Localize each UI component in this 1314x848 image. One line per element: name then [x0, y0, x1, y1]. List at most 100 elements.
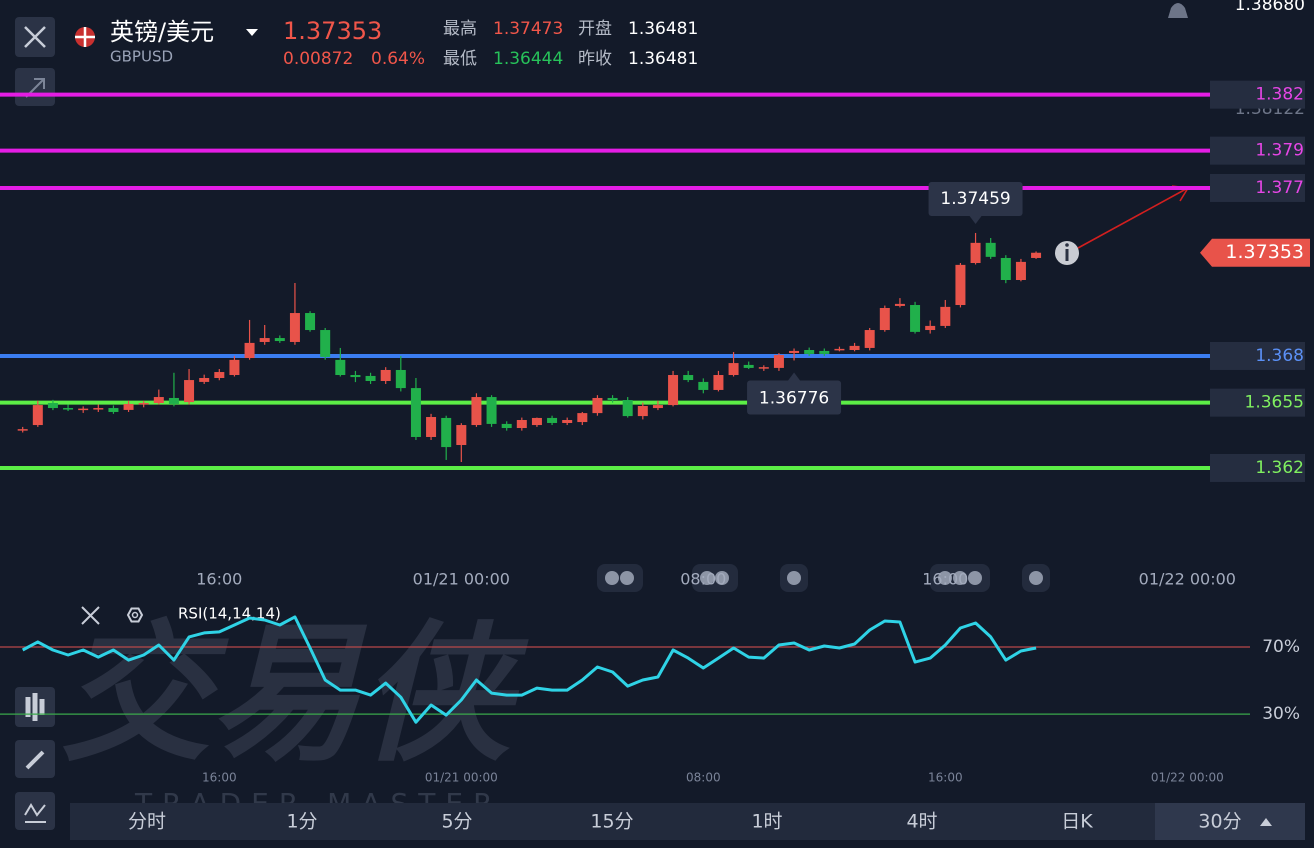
x-tick-label: 08:00 [680, 570, 726, 589]
level-label-bg [1210, 80, 1305, 109]
candle-body [562, 420, 573, 423]
tool-indicator-icon [24, 803, 46, 823]
candle-body [834, 348, 845, 351]
x-tick-label: 01/21 00:00 [413, 570, 510, 589]
event-dot[interactable] [605, 571, 619, 585]
toolbar-item[interactable]: 30分 [1198, 811, 1241, 833]
toolbar-item[interactable]: 5分 [441, 811, 472, 833]
candle-body [289, 313, 300, 342]
candle-body [78, 408, 89, 411]
level-label-bg [1210, 388, 1305, 417]
rsi-line [21, 615, 1037, 724]
candle-body [622, 400, 633, 417]
level-label: 1.377 [1255, 178, 1304, 198]
candle-body [47, 403, 58, 409]
rsi-x-tick-label: 16:00 [928, 771, 963, 785]
candle-body [426, 417, 437, 437]
level-label: 1.3655 [1245, 393, 1304, 413]
x-tick-label: 16:00 [922, 570, 968, 589]
candle-body [153, 397, 164, 404]
candle-body [214, 372, 225, 378]
toolbar-item[interactable]: 日K [1061, 811, 1093, 833]
toolbar-item[interactable]: 1分 [286, 811, 317, 833]
candle-body [773, 355, 784, 368]
event-dot[interactable] [700, 571, 714, 585]
candle-body [259, 338, 270, 342]
event-dot[interactable] [938, 571, 952, 585]
price-change: 0.00872 [283, 49, 353, 69]
level-label-bg [1210, 453, 1305, 482]
level-label-bg [1210, 173, 1305, 202]
candle-body [668, 375, 679, 406]
stat-label: 昨收 [578, 49, 612, 69]
last-price: 1.37353 [283, 17, 382, 45]
toolbar-item[interactable]: 15分 [590, 811, 633, 833]
dropdown-icon[interactable] [246, 29, 258, 36]
tool-draw-icon [25, 750, 45, 770]
candle-body [577, 413, 588, 423]
event-markers [597, 564, 1050, 592]
candle-body [229, 359, 240, 376]
candle-body [955, 264, 966, 306]
candle-body [743, 364, 754, 368]
candle-body [713, 375, 724, 390]
candle-body [486, 397, 497, 424]
candle-body [1000, 257, 1011, 280]
toolbar-item[interactable]: 1时 [751, 811, 782, 833]
event-dot[interactable] [787, 571, 801, 585]
stat-value: 1.37473 [493, 19, 563, 39]
period-toggle-icon[interactable] [1260, 818, 1272, 826]
candle-body [592, 397, 603, 414]
y-tick-label: 1.38680 [1235, 0, 1305, 15]
event-dot[interactable] [1029, 571, 1043, 585]
rsi-tick-label: 70% [1262, 637, 1300, 657]
toolbar-item[interactable]: 分时 [128, 811, 166, 833]
stat-label: 最高 [443, 19, 477, 39]
candle-body [123, 403, 134, 410]
stat-label: 最低 [443, 49, 477, 69]
candle-body [93, 408, 104, 410]
level-label: 1.368 [1255, 346, 1304, 366]
candle-body [849, 345, 860, 350]
flag-cross [75, 27, 95, 47]
candle-body [789, 350, 800, 353]
candle-body [985, 242, 996, 257]
candle-body [335, 359, 346, 376]
bell-icon[interactable] [1168, 3, 1188, 18]
candle-body [471, 397, 482, 426]
watermark-title: 交易侠 [60, 608, 529, 782]
x-tick-label: 16:00 [196, 570, 242, 589]
candle-body [199, 378, 210, 382]
candle-body [168, 397, 179, 404]
close-button[interactable] [15, 17, 55, 57]
low-annotation-pointer [788, 372, 801, 381]
event-dot[interactable] [620, 571, 634, 585]
candle-body [274, 338, 285, 342]
level-label: 1.362 [1255, 458, 1304, 478]
candle-body [864, 330, 875, 348]
candle-body [320, 330, 331, 357]
close-icon [24, 26, 46, 48]
candle-body [410, 388, 421, 437]
rsi-x-tick-label: 08:00 [686, 771, 721, 785]
candle-body [547, 417, 558, 423]
rsi-x-tick-label: 01/22 00:00 [1151, 771, 1224, 785]
event-dot[interactable] [953, 571, 967, 585]
toolbar-item[interactable]: 4时 [906, 811, 937, 833]
collapse-button[interactable] [15, 68, 55, 106]
symbol-name[interactable]: 英镑/美元 [110, 18, 214, 46]
event-dot[interactable] [968, 571, 982, 585]
rsi-close-icon[interactable] [81, 606, 100, 625]
candle-body [910, 305, 921, 332]
rsi-settings-dot [131, 611, 139, 619]
rsi-settings-icon[interactable] [126, 607, 144, 623]
candle-body [441, 417, 452, 448]
candle-body [380, 369, 391, 381]
stat-value: 1.36481 [628, 49, 698, 69]
candle-body [244, 342, 255, 359]
price-tag-bg [1200, 238, 1310, 267]
event-dot[interactable] [715, 571, 729, 585]
candle-body [501, 423, 512, 429]
candle-body [531, 417, 542, 426]
